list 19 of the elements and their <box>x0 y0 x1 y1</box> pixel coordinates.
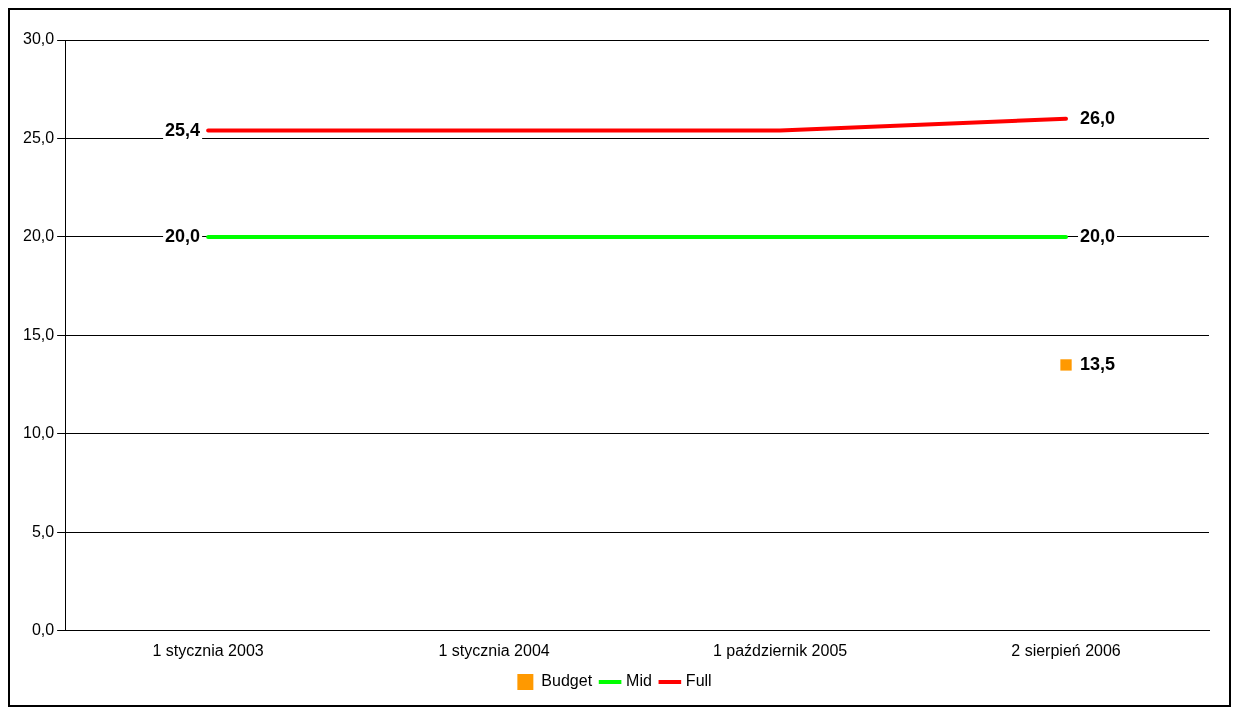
y-tick-label: 15,0 <box>23 325 55 343</box>
data-label: 20,0 <box>165 225 201 246</box>
data-label: 20,0 <box>1080 225 1116 246</box>
x-tick-label: 2 sierpień 2006 <box>1011 641 1121 659</box>
y-tick-label: 25,0 <box>23 128 55 146</box>
x-tick-label: 1 październik 2005 <box>712 641 848 659</box>
y-tick-label: 5,0 <box>31 522 55 540</box>
x-tick-label: 1 stycznia 2004 <box>438 641 550 659</box>
y-tick-label: 20,0 <box>23 227 55 245</box>
y-tick-label: 30,0 <box>23 30 55 48</box>
y-tick-label: 0,0 <box>31 621 55 639</box>
data-label: 25,4 <box>165 119 201 140</box>
legend-label: Full <box>685 672 712 690</box>
data-label: 13,5 <box>1080 353 1116 374</box>
legend-label: Budget <box>541 672 593 690</box>
y-tick-label: 10,0 <box>23 424 55 442</box>
x-tick-label: 1 stycznia 2003 <box>152 641 264 659</box>
legend-label: Mid <box>626 672 652 690</box>
data-label: 26,0 <box>1080 107 1116 128</box>
